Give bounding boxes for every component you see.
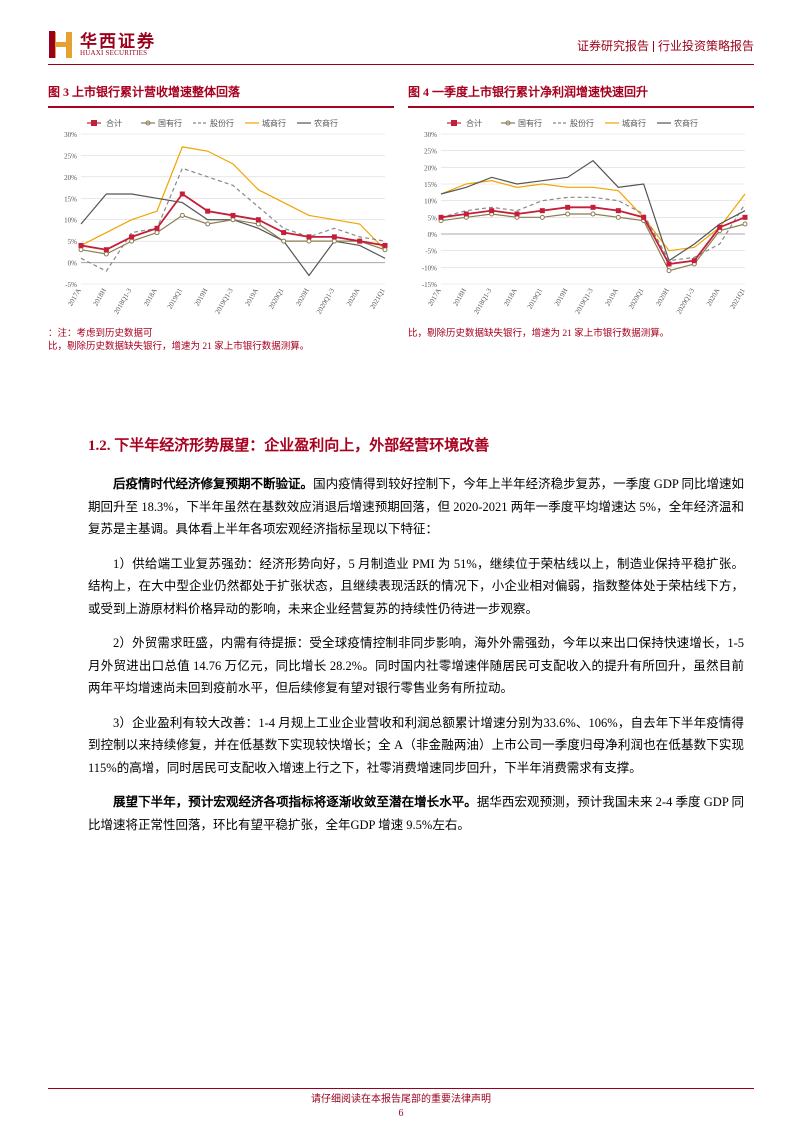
- svg-text:2020Q1: 2020Q1: [267, 286, 285, 310]
- paragraph-1: 后疫情时代经济修复预期不断验证。国内疫情得到较好控制下，今年上半年经济稳步复苏，…: [88, 473, 744, 541]
- svg-text:2017A: 2017A: [66, 287, 82, 308]
- svg-text:合计: 合计: [106, 118, 122, 128]
- svg-text:2021Q1: 2021Q1: [369, 286, 387, 310]
- svg-text:股份行: 股份行: [210, 118, 234, 128]
- logo: 华西证券 HUAXI SECURITIES: [48, 30, 156, 60]
- svg-text:20%: 20%: [64, 173, 77, 181]
- chart-right-footnote: 比，剔除历史数据缺失银行，增速为 21 家上市银行数据测算。: [408, 328, 754, 341]
- footer-rule: [48, 1088, 754, 1089]
- svg-text:2020Q1-3: 2020Q1-3: [675, 286, 696, 315]
- svg-text:25%: 25%: [64, 152, 77, 160]
- svg-text:10%: 10%: [64, 216, 77, 224]
- paragraph-5: 展望下半年，预计宏观经济各项指标将逐渐收敛至潜在增长水平。据华西宏观预测，预计我…: [88, 791, 744, 836]
- header-label-b: 行业投资策略报告: [658, 39, 754, 53]
- svg-text:2020H: 2020H: [294, 287, 310, 308]
- logo-text-en: HUAXI SECURITIES: [80, 50, 156, 57]
- svg-text:5%: 5%: [428, 214, 438, 222]
- svg-text:15%: 15%: [424, 181, 437, 189]
- logo-icon: [48, 30, 74, 60]
- svg-text:2019Q1-3: 2019Q1-3: [574, 286, 595, 315]
- svg-text:5%: 5%: [68, 238, 78, 246]
- chart-left: 合计国有行股份行城商行农商行-5%0%5%10%15%20%25%30%2017…: [48, 114, 394, 324]
- svg-text:2018A: 2018A: [142, 287, 158, 308]
- svg-text:30%: 30%: [424, 131, 437, 139]
- svg-text:农商行: 农商行: [674, 118, 698, 128]
- paragraph-3: 2）外贸需求旺盛，内需有待提振：受全球疫情控制非同步影响，海外外需强劲，今年以来…: [88, 632, 744, 700]
- svg-text:2020A: 2020A: [345, 287, 361, 308]
- chart-left-column: 图 3 上市银行累计营收增速整体回落 合计国有行股份行城商行农商行-5%0%5%…: [48, 83, 394, 354]
- chart-right-column: 图 4 一季度上市银行累计净利润增速快速回升 合计国有行股份行城商行农商行-15…: [408, 83, 754, 354]
- svg-text:2019H: 2019H: [193, 287, 209, 308]
- svg-text:2019A: 2019A: [604, 287, 620, 308]
- svg-text:城商行: 城商行: [622, 118, 646, 128]
- svg-text:2020Q1-3: 2020Q1-3: [315, 286, 336, 315]
- paragraph-4: 3）企业盈利有较大改善：1-4 月规上工业企业营收和利润总额累计增速分别为33.…: [88, 712, 744, 780]
- svg-text:国有行: 国有行: [158, 118, 182, 128]
- svg-text:2018Q1-3: 2018Q1-3: [112, 286, 133, 315]
- svg-text:2020H: 2020H: [654, 287, 670, 308]
- svg-text:合计: 合计: [466, 118, 482, 128]
- svg-text:2018A: 2018A: [502, 287, 518, 308]
- svg-text:股份行: 股份行: [570, 118, 594, 128]
- svg-text:2018Q1-3: 2018Q1-3: [472, 286, 493, 315]
- svg-text:2019H: 2019H: [553, 287, 569, 308]
- svg-text:30%: 30%: [64, 131, 77, 139]
- svg-text:2019Q1: 2019Q1: [166, 286, 184, 310]
- svg-text:2019Q1: 2019Q1: [526, 286, 544, 310]
- svg-text:2020A: 2020A: [705, 287, 721, 308]
- svg-text:25%: 25%: [424, 147, 437, 155]
- svg-text:2018H: 2018H: [92, 287, 108, 308]
- svg-text:国有行: 国有行: [518, 118, 542, 128]
- svg-text:2017A: 2017A: [426, 287, 442, 308]
- page-number: 6: [0, 1108, 802, 1119]
- svg-text:-5%: -5%: [425, 247, 437, 255]
- charts-row: 图 3 上市银行累计营收增速整体回落 合计 国有行 股份行 城商行 农商行 -5% 0% 5%…: [48, 83, 754, 354]
- page-header: 华西证券 HUAXI SECURITIES 证券研究报告行业投资策略报告: [48, 30, 754, 60]
- section-heading: 1.2. 下半年经济形势展望：企业盈利向上，外部经营环境改善: [88, 434, 754, 455]
- svg-text:10%: 10%: [424, 197, 437, 205]
- header-label-a: 证券研究报告: [577, 39, 649, 53]
- logo-text-cn: 华西证券: [80, 33, 156, 50]
- svg-text:0%: 0%: [428, 231, 438, 239]
- svg-text:20%: 20%: [424, 164, 437, 172]
- svg-text:农商行: 农商行: [314, 118, 338, 128]
- svg-text:2018H: 2018H: [452, 287, 468, 308]
- chart-left-footnote: ：注：考虑到历史数据可比，剔除历史数据缺失银行，增速为 21 家上市银行数据测算…: [48, 328, 394, 355]
- svg-text:2019Q1-3: 2019Q1-3: [214, 286, 235, 315]
- svg-text:15%: 15%: [64, 195, 77, 203]
- chart-right-title: 图 4 一季度上市银行累计净利润增速快速回升: [408, 83, 754, 100]
- header-rule: [48, 64, 754, 65]
- svg-text:2021Q1: 2021Q1: [729, 286, 747, 310]
- svg-text:城商行: 城商行: [262, 118, 286, 128]
- paragraph-2: 1）供给端工业复苏强劲：经济形势向好，5 月制造业 PMI 为 51%，继续位于…: [88, 553, 744, 621]
- header-doc-type: 证券研究报告行业投资策略报告: [577, 37, 754, 54]
- footer-disclaimer: 请仔细阅读在本报告尾部的重要法律声明: [0, 1090, 802, 1105]
- svg-text:2020Q1: 2020Q1: [627, 286, 645, 310]
- svg-text:0%: 0%: [68, 259, 78, 267]
- svg-text:-10%: -10%: [422, 264, 437, 272]
- chart-left-title: 图 3 上市银行累计营收增速整体回落: [48, 83, 394, 100]
- chart-right: 合计国有行股份行城商行农商行-15%-10%-5%0%5%10%15%20%25…: [408, 114, 754, 324]
- svg-text:2019A: 2019A: [244, 287, 260, 308]
